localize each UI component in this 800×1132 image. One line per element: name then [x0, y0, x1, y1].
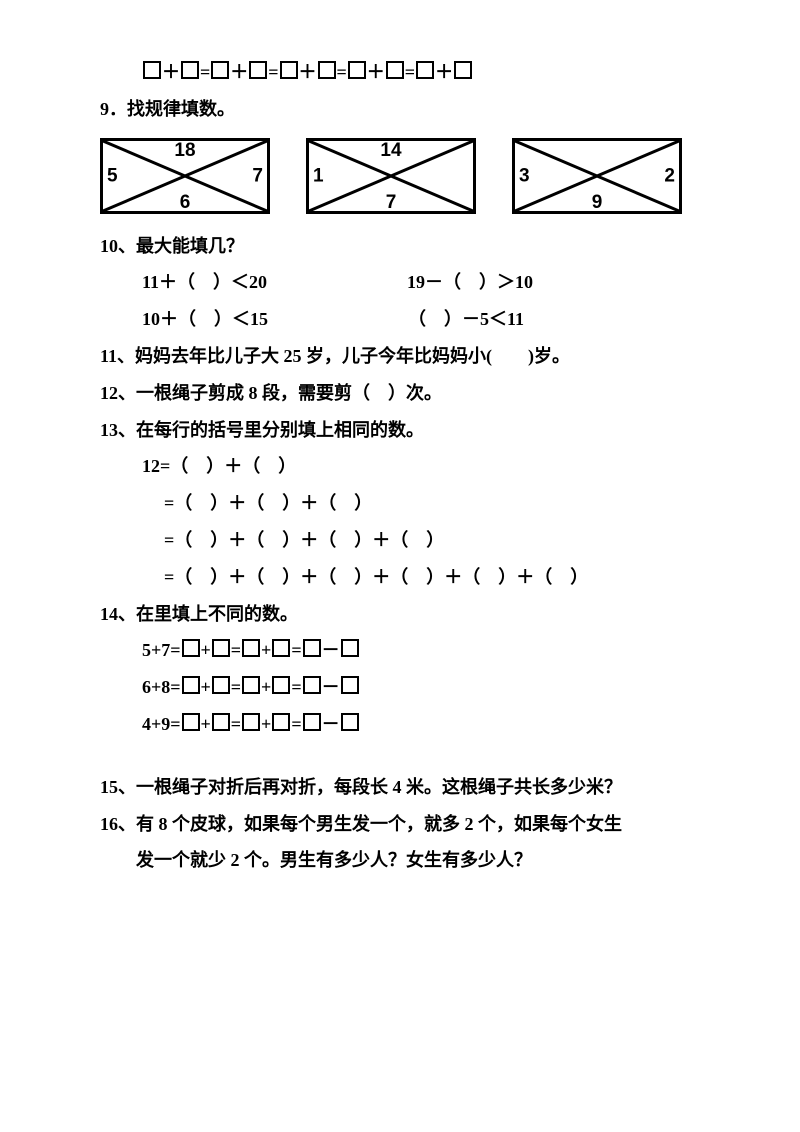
- d2-top: 14: [380, 141, 401, 160]
- d2-left: 1: [313, 166, 324, 185]
- q13-title: 13、在每行的括号里分别填上相同的数。: [100, 416, 740, 445]
- d1-left: 5: [107, 166, 118, 185]
- d2-bot: 7: [386, 193, 397, 212]
- q9-title: 9．找规律填数。: [100, 95, 740, 124]
- q13-l4: =（ ）＋（ ）＋（ ）＋（ ）＋（ ）＋（ ）: [100, 563, 740, 592]
- q10-row1: 11＋（ ）＜20 19－（ ）＞10: [100, 268, 740, 297]
- q14-l3: 4+9=+=+=－: [100, 710, 740, 739]
- d3-bot: 9: [592, 193, 603, 212]
- q12: 12、一根绳子剪成 8 段，需要剪（ ）次。: [100, 379, 740, 408]
- diagram-3: 3 2 9: [512, 138, 682, 214]
- q13-l2: =（ ）＋（ ）＋（ ）: [100, 489, 740, 518]
- d3-right: 2: [664, 166, 675, 185]
- q10-d: （ ）－5＜11: [408, 305, 524, 334]
- q10-b: 19－（ ）＞10: [407, 268, 533, 297]
- q9-diagrams: 18 5 7 6 14 1 7 3 2 9: [100, 138, 740, 214]
- diagram-1: 18 5 7 6: [100, 138, 270, 214]
- q8-line: ＋=＋=＋=＋=＋: [100, 58, 740, 87]
- diagram-2: 14 1 7: [306, 138, 476, 214]
- d1-bot: 6: [180, 193, 191, 212]
- q10-a: 11＋（ ）＜20: [142, 268, 267, 297]
- q14-l1: 5+7=+=+=－: [100, 636, 740, 665]
- q15: 15、一根绳子对折后再对折，每段长 4 米。这根绳子共长多少米？: [100, 773, 740, 802]
- d1-right: 7: [252, 166, 263, 185]
- q10-row2: 10＋（ ）＜15 （ ）－5＜11: [100, 305, 740, 334]
- q10-title: 10、最大能填几？: [100, 232, 740, 261]
- d3-left: 3: [519, 166, 530, 185]
- q13-l1: 12=（ ）＋（ ）: [100, 452, 740, 481]
- q10-c: 10＋（ ）＜15: [142, 305, 268, 334]
- q14-title: 14、在里填上不同的数。: [100, 600, 740, 629]
- q11: 11、妈妈去年比儿子大 25 岁，儿子今年比妈妈小( )岁。: [100, 342, 740, 371]
- q14-l2: 6+8=+=+=－: [100, 673, 740, 702]
- d1-top: 18: [174, 141, 195, 160]
- q13-l3: =（ ）＋（ ）＋（ ）＋（ ）: [100, 526, 740, 555]
- worksheet-page: ＋=＋=＋=＋=＋ 9．找规律填数。 18 5 7 6 14 1 7: [0, 0, 800, 923]
- q16-b: 发一个就少 2 个。男生有多少人？女生有多少人？: [100, 846, 740, 875]
- q16-a: 16、有 8 个皮球，如果每个男生发一个，就多 2 个，如果每个女生: [100, 810, 740, 839]
